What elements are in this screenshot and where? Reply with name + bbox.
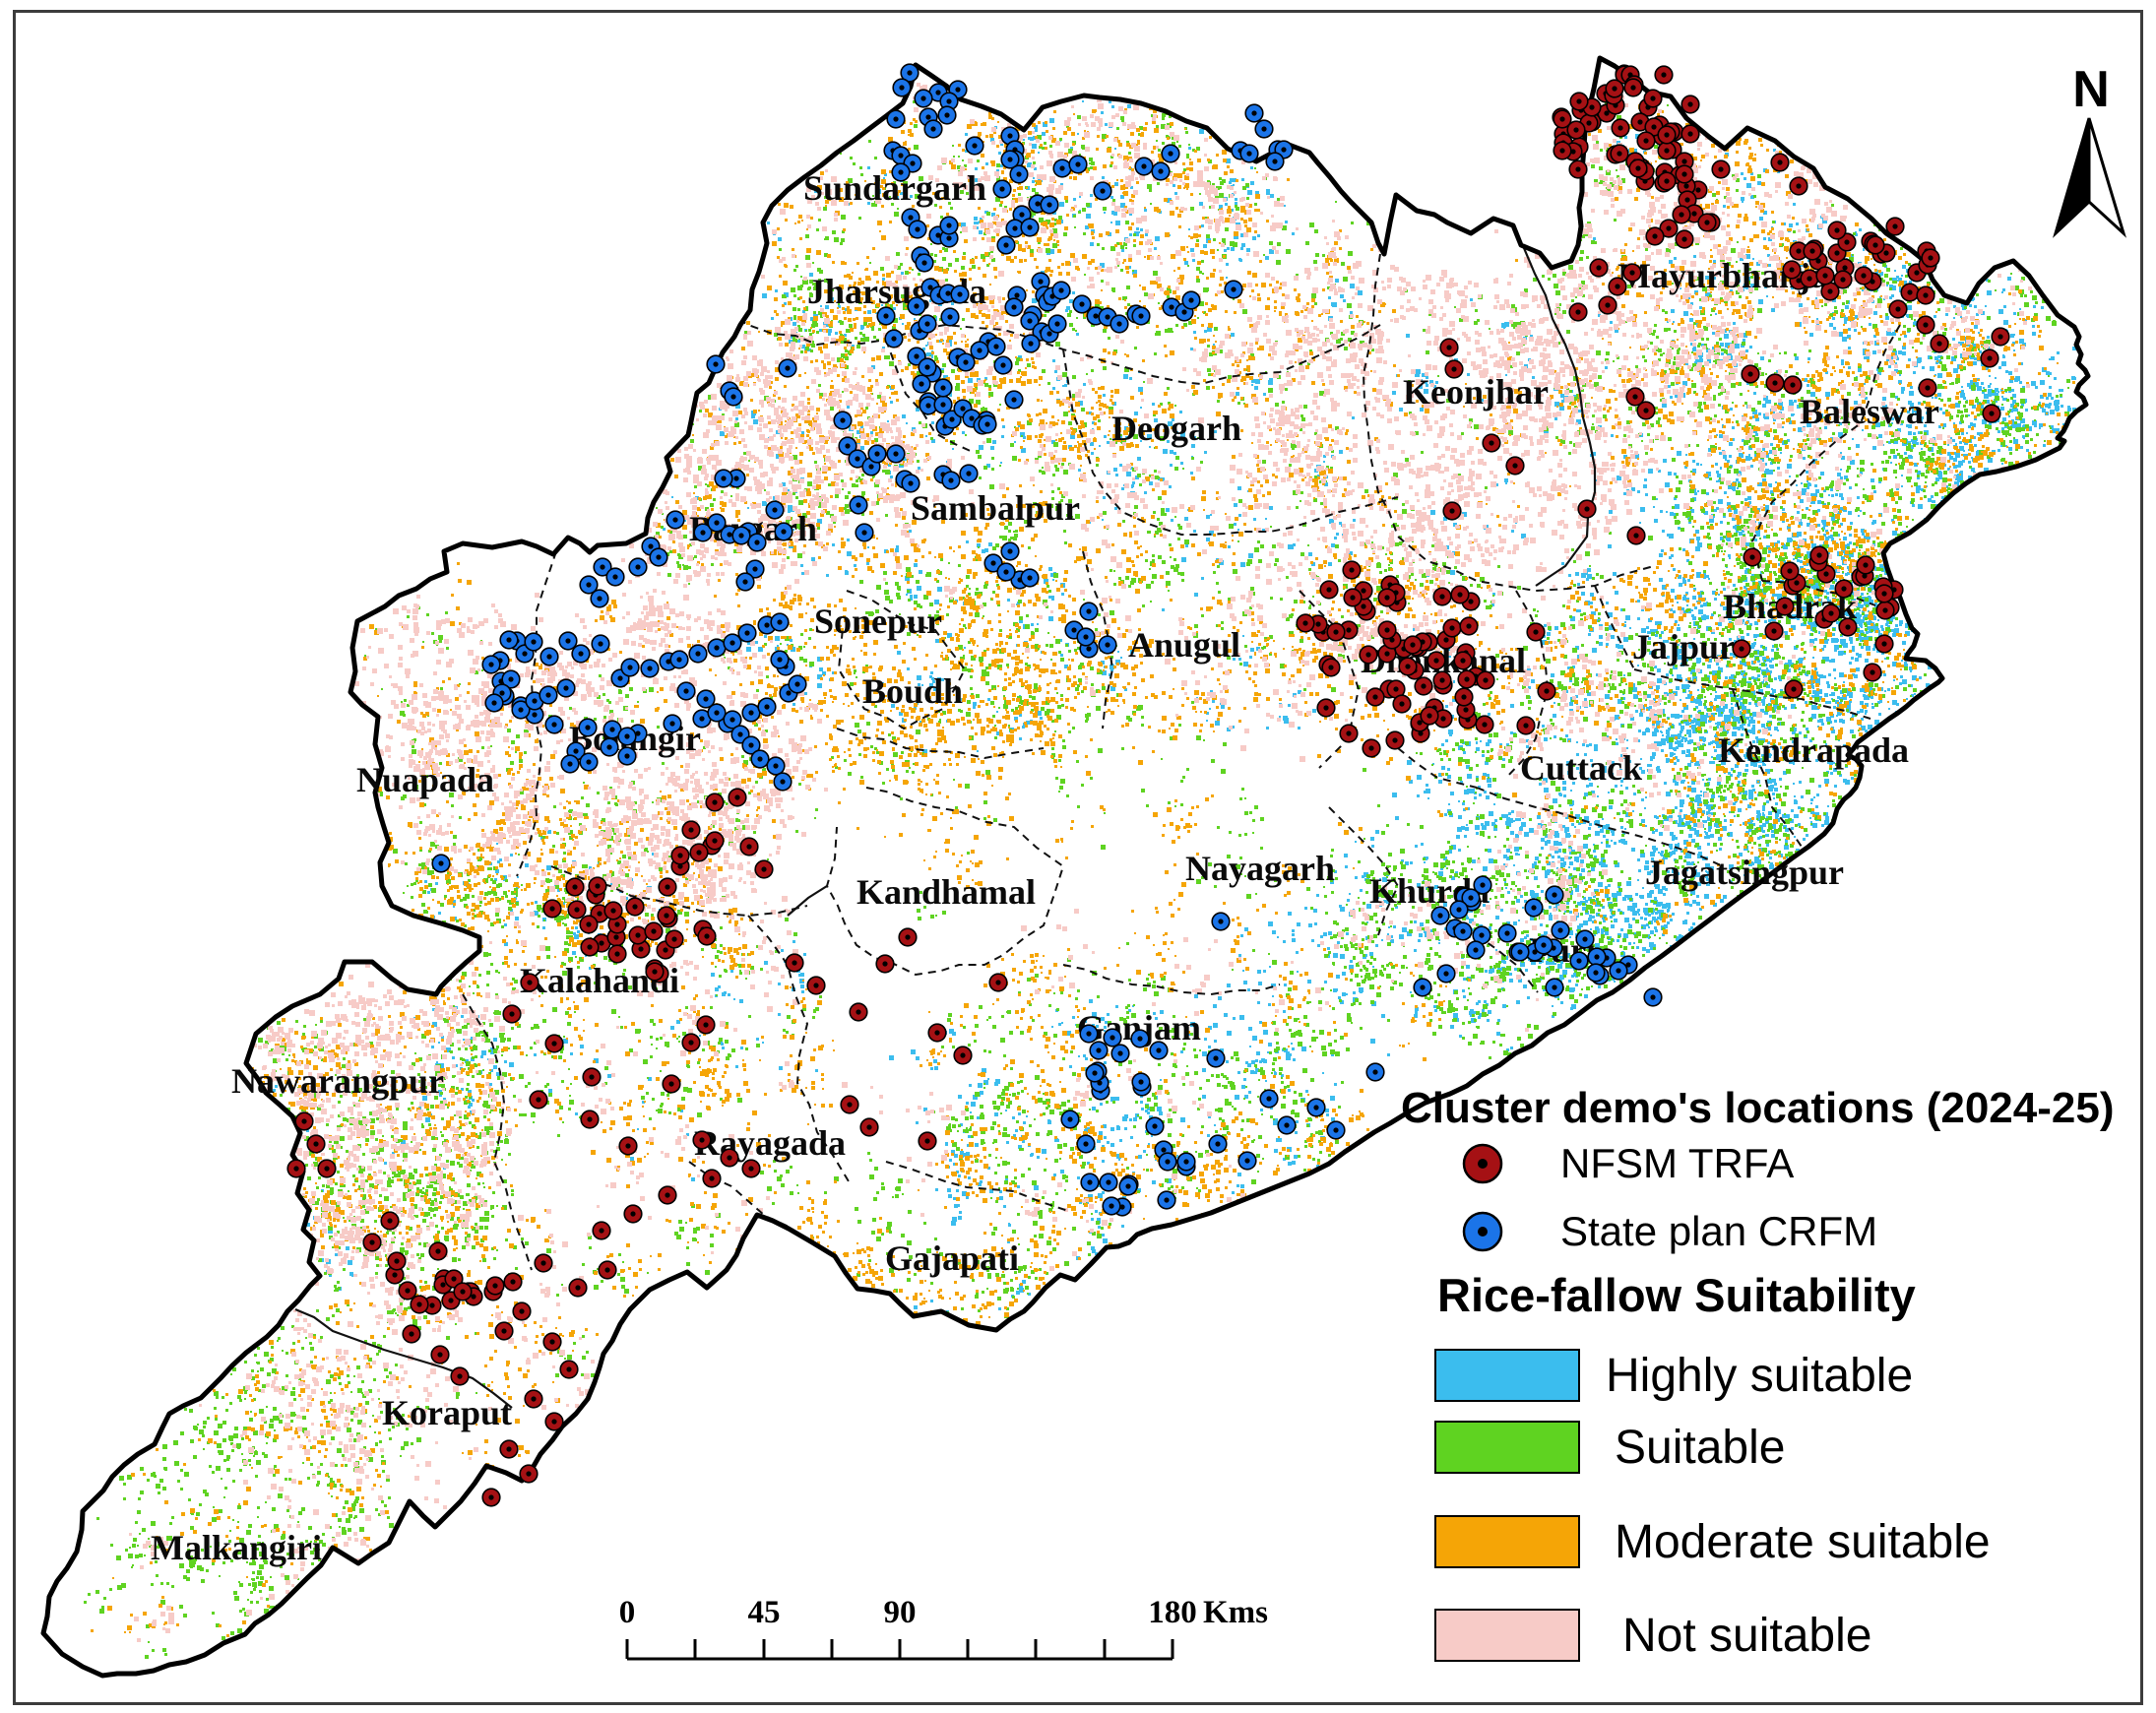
svg-text:Cuttack: Cuttack [1520,748,1642,788]
svg-text:Nayagarh: Nayagarh [1185,849,1335,888]
svg-text:Kms: Kms [1203,1595,1268,1630]
svg-text:Nuapada: Nuapada [356,760,494,799]
svg-text:Rice-fallow Suitability: Rice-fallow Suitability [1437,1269,1916,1321]
svg-text:State plan CRFM: State plan CRFM [1560,1208,1877,1254]
svg-text:Not suitable: Not suitable [1622,1610,1871,1662]
svg-text:Deogarh: Deogarh [1111,409,1241,448]
svg-text:Kandhamal: Kandhamal [856,872,1036,912]
svg-text:90: 90 [884,1595,917,1630]
svg-text:Koraput: Koraput [382,1393,512,1432]
svg-text:Highly suitable: Highly suitable [1606,1350,1913,1402]
svg-text:Kendrapada: Kendrapada [1718,730,1909,770]
svg-text:Suitable: Suitable [1615,1422,1785,1474]
svg-text:Jagatsingpur: Jagatsingpur [1645,853,1844,892]
svg-text:Keonjhar: Keonjhar [1403,372,1549,412]
svg-text:Malkangiri: Malkangiri [151,1528,322,1567]
svg-text:Boudh: Boudh [862,671,963,711]
svg-text:45: 45 [748,1595,781,1630]
svg-text:180: 180 [1148,1595,1197,1630]
svg-text:Nawarangpur: Nawarangpur [231,1061,444,1101]
svg-text:NFSM TRFA: NFSM TRFA [1560,1140,1794,1186]
svg-text:Cluster demo's locations (2024: Cluster demo's locations (2024-25) [1401,1084,2114,1132]
svg-text:Baleswar: Baleswar [1800,392,1939,431]
svg-text:Moderate suitable: Moderate suitable [1615,1516,1991,1568]
svg-text:Jajpur: Jajpur [1632,627,1735,666]
svg-text:N: N [2072,61,2110,118]
svg-text:Sonepur: Sonepur [814,602,942,641]
svg-text:Sambalpur: Sambalpur [911,488,1080,528]
svg-text:Anugul: Anugul [1128,625,1240,665]
svg-text:0: 0 [619,1595,636,1630]
svg-text:Rayagada: Rayagada [694,1123,846,1163]
svg-text:Gajapati: Gajapati [885,1238,1019,1278]
